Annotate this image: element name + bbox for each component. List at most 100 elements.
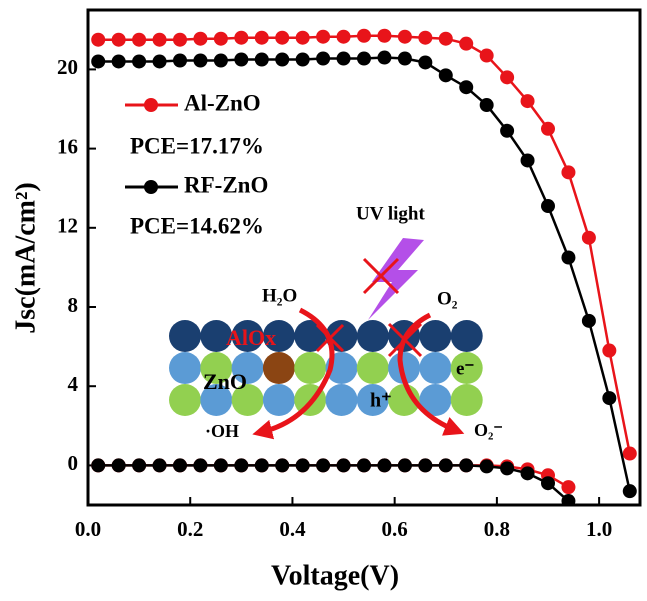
inset-atom	[294, 352, 327, 384]
inset-label: ·OH	[205, 421, 239, 441]
point	[91, 458, 106, 473]
point	[622, 484, 637, 499]
x-tick-label: 1.0	[586, 517, 612, 541]
series	[91, 458, 576, 505]
point	[500, 461, 515, 476]
point	[234, 458, 249, 473]
point	[336, 29, 351, 44]
point	[91, 32, 106, 47]
point	[336, 458, 351, 473]
x-tick-label: 0.4	[279, 517, 306, 541]
point	[561, 480, 576, 495]
point	[275, 458, 290, 473]
point	[561, 494, 576, 505]
point	[397, 458, 412, 473]
inset-atom	[200, 352, 233, 384]
point	[152, 32, 167, 47]
point	[377, 28, 392, 43]
point	[254, 30, 269, 45]
point	[254, 52, 269, 67]
inset-atom	[450, 384, 483, 416]
legend-marker	[144, 180, 158, 194]
point	[541, 121, 555, 136]
point	[377, 458, 392, 473]
point	[213, 53, 228, 68]
inset-atom	[231, 384, 264, 416]
point	[541, 199, 555, 214]
inset-label: UV light	[356, 203, 425, 224]
point	[234, 30, 249, 45]
inset-atom	[200, 320, 233, 352]
point	[132, 32, 147, 47]
cross	[362, 257, 400, 295]
arrow	[397, 312, 465, 436]
point	[295, 30, 310, 45]
point	[581, 230, 596, 245]
inset-diagram: UV light H₂O O₂ AlOx ZnO e⁻ h⁺ ·OH O₂⁻	[169, 203, 503, 441]
point	[479, 98, 494, 113]
point	[254, 458, 269, 473]
point	[418, 458, 433, 473]
y-tick-label: 12	[57, 214, 78, 238]
series	[91, 50, 637, 499]
point	[561, 165, 576, 180]
point	[357, 458, 371, 473]
y-axis-title: Jsc(mA/cm²)	[10, 182, 41, 333]
inset-atom	[356, 320, 389, 352]
inset-atom	[450, 352, 483, 384]
inset-atom	[419, 320, 452, 352]
point	[152, 54, 167, 69]
inset-label: O₂	[437, 288, 458, 309]
point	[295, 52, 310, 67]
point	[500, 70, 515, 85]
inset-atom	[325, 320, 358, 352]
inset-atom	[231, 320, 264, 352]
y-tick-label: 8	[68, 293, 79, 317]
point	[234, 52, 249, 67]
inset-label: O₂⁻	[474, 420, 503, 440]
inset-atom	[169, 320, 201, 352]
annotation: PCE=17.17%	[130, 133, 264, 158]
annotation: PCE=14.62%	[130, 213, 264, 238]
point	[479, 48, 494, 63]
point	[193, 53, 208, 68]
point	[91, 54, 106, 69]
legend-marker	[144, 98, 158, 112]
inset-atom	[169, 352, 201, 384]
point	[622, 446, 637, 461]
inset-atom	[325, 384, 358, 416]
y-tick-label: 4	[68, 372, 79, 396]
inset-atom	[169, 384, 201, 416]
inset-atom	[200, 384, 233, 416]
point	[561, 250, 576, 265]
point	[520, 94, 535, 109]
point	[357, 28, 371, 43]
point	[357, 51, 371, 66]
inset-atom	[419, 384, 452, 416]
point	[397, 51, 412, 66]
point	[581, 313, 596, 328]
point	[316, 458, 331, 473]
y-tick-label: 16	[57, 134, 78, 158]
point	[173, 458, 187, 473]
inset-atom	[356, 352, 389, 384]
point	[295, 458, 310, 473]
point	[213, 31, 228, 46]
point	[520, 153, 535, 168]
point	[111, 32, 126, 47]
inset-label: AlOx	[226, 325, 276, 350]
point	[193, 31, 208, 46]
point	[377, 50, 392, 65]
inset-atom	[231, 352, 264, 384]
point	[438, 68, 453, 83]
point	[173, 32, 187, 47]
point	[152, 458, 167, 473]
point	[479, 459, 494, 474]
series-line	[98, 464, 570, 502]
point	[541, 476, 555, 491]
x-tick-label: 0.6	[382, 517, 408, 541]
point	[316, 51, 331, 66]
inset-label: e⁻	[456, 358, 474, 379]
series	[91, 28, 637, 461]
point	[418, 30, 433, 45]
